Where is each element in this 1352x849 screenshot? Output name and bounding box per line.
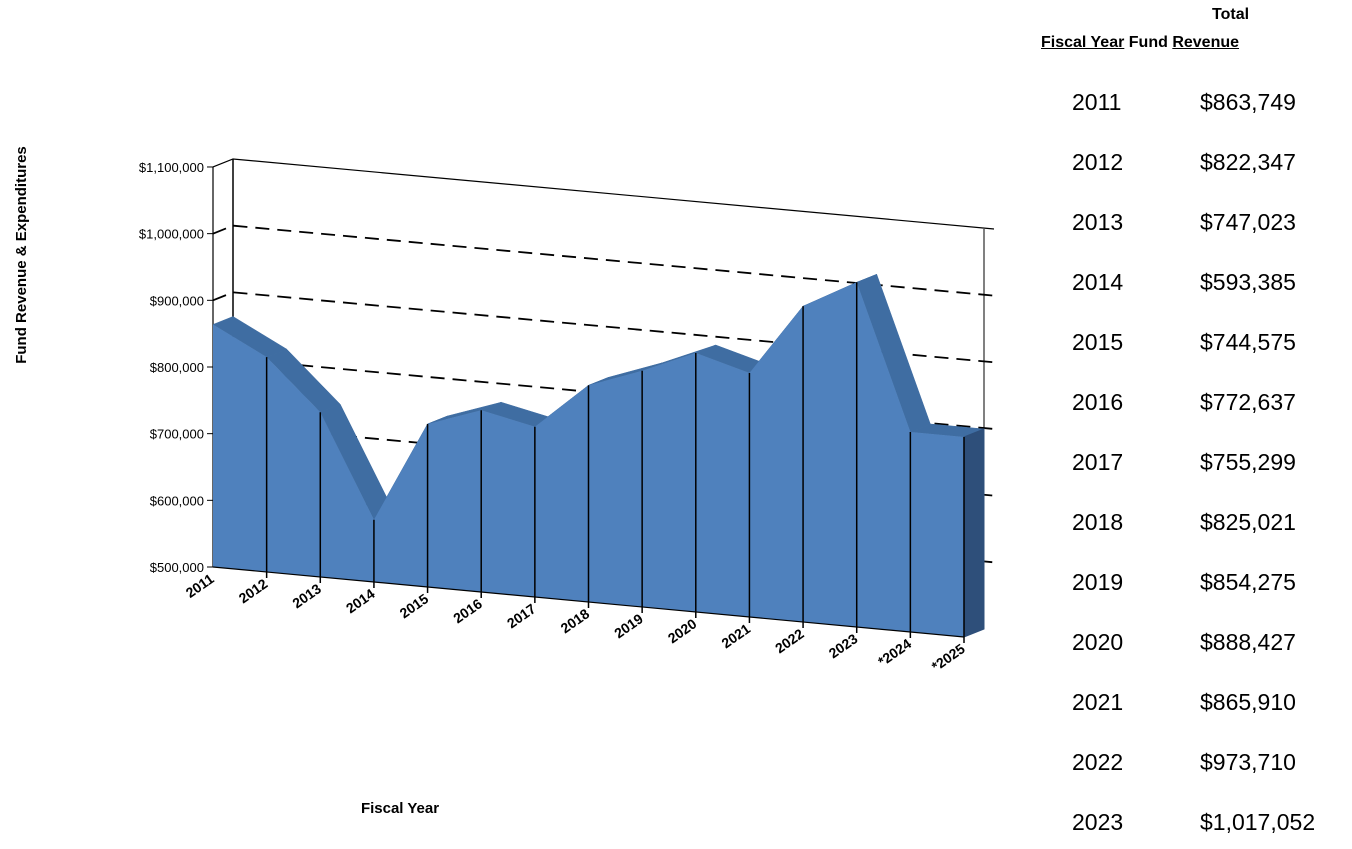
x-tick-label: 2020 bbox=[665, 615, 700, 646]
table-header-row: Fiscal Year Fund Revenue bbox=[1041, 34, 1239, 52]
table-cell-year: 2016 bbox=[1072, 389, 1124, 415]
x-tick-label: 2015 bbox=[397, 590, 432, 621]
x-tick-label: 2021 bbox=[718, 620, 753, 651]
table-header-fund: Fund bbox=[1128, 34, 1168, 51]
area-side-face bbox=[963, 428, 985, 638]
table-cell-revenue: $825,021 bbox=[1200, 509, 1296, 535]
table-cell-revenue: $772,637 bbox=[1200, 389, 1296, 415]
y-tick-label: $900,000 bbox=[150, 293, 204, 308]
table-cell-year: 2017 bbox=[1072, 449, 1124, 475]
y-tick-label: $800,000 bbox=[150, 360, 204, 375]
gridline bbox=[212, 224, 995, 297]
table-row: 2017 $755,299 bbox=[1000, 449, 1352, 489]
table-cell-revenue: $973,710 bbox=[1200, 749, 1296, 775]
table-row: 2023 $1,017,052 bbox=[1000, 809, 1352, 849]
table-cell-year: 2018 bbox=[1072, 509, 1124, 535]
x-tick-label: 2016 bbox=[450, 595, 485, 626]
table-row: 2013 $747,023 bbox=[1000, 209, 1352, 249]
y-tick-label: $1,000,000 bbox=[139, 227, 204, 242]
table-cell-revenue: $822,347 bbox=[1200, 149, 1296, 175]
table-row: 2021 $865,910 bbox=[1000, 689, 1352, 729]
area-series bbox=[212, 273, 985, 643]
table-header-total: Total bbox=[1212, 6, 1250, 23]
y-tick-label: $700,000 bbox=[150, 427, 204, 442]
x-tick-label: *2025 bbox=[929, 640, 968, 674]
y-tick-label: $1,100,000 bbox=[139, 160, 204, 175]
table-cell-revenue: $1,017,052 bbox=[1200, 809, 1316, 835]
gridline bbox=[212, 291, 995, 364]
y-tick-label: $600,000 bbox=[150, 493, 204, 508]
table-cell-revenue: $865,910 bbox=[1200, 689, 1296, 715]
table-cell-year: 2022 bbox=[1072, 749, 1124, 775]
y-axis-label: Fund Revenue & Expenditures bbox=[13, 146, 30, 364]
table-row: 2019 $854,275 bbox=[1000, 569, 1352, 609]
x-tick-label: *2024 bbox=[875, 635, 914, 669]
y-tick-label: $500,000 bbox=[150, 560, 204, 575]
x-tick-label: 2012 bbox=[236, 575, 271, 606]
table-cell-revenue: $755,299 bbox=[1200, 449, 1296, 475]
table-cell-year: 2012 bbox=[1072, 149, 1124, 175]
x-tick-label: 2023 bbox=[826, 630, 861, 661]
table-cell-revenue: $747,023 bbox=[1200, 209, 1296, 235]
table-row: 2012 $822,347 bbox=[1000, 149, 1352, 189]
table-cell-revenue: $593,385 bbox=[1200, 269, 1296, 295]
table-cell-year: 2011 bbox=[1072, 89, 1122, 115]
x-tick-label: 2022 bbox=[772, 625, 807, 656]
x-tick-label: 2014 bbox=[343, 585, 378, 616]
table-row: 2022 $973,710 bbox=[1000, 749, 1352, 789]
table-row: 2018 $825,021 bbox=[1000, 509, 1352, 549]
table-row: 2011 $863,749 bbox=[1000, 89, 1352, 129]
table-cell-revenue: $854,275 bbox=[1200, 569, 1296, 595]
table-cell-year: 2021 bbox=[1072, 689, 1124, 715]
x-tick-label: 2018 bbox=[558, 605, 593, 636]
table-row: 2015 $744,575 bbox=[1000, 329, 1352, 369]
table-cell-year: 2023 bbox=[1072, 809, 1124, 835]
table-cell-year: 2019 bbox=[1072, 569, 1124, 595]
table-cell-revenue: $863,749 bbox=[1200, 89, 1296, 115]
table-row: 2014 $593,385 bbox=[1000, 269, 1352, 309]
table-cell-year: 2020 bbox=[1072, 629, 1124, 655]
table-row: 2020 $888,427 bbox=[1000, 629, 1352, 669]
table-header-revenue: Revenue bbox=[1172, 34, 1240, 51]
table-cell-year: 2015 bbox=[1072, 329, 1124, 355]
gridline bbox=[212, 158, 995, 230]
y-tick-labels: $500,000 $600,000 $700,000 $800,000 $900,000… bbox=[139, 160, 204, 575]
table-cell-revenue: $744,575 bbox=[1200, 329, 1296, 355]
table-header-fiscal-year: Fiscal Year bbox=[1041, 34, 1125, 51]
area-chart: Fund Revenue & Expenditures $500,000 $600… bbox=[13, 146, 995, 674]
table-cell-revenue: $888,427 bbox=[1200, 629, 1296, 655]
x-tick-label: 2017 bbox=[504, 600, 539, 631]
table-cell-year: 2014 bbox=[1072, 269, 1124, 295]
x-tick-label: 2013 bbox=[289, 580, 324, 611]
table-cell-year: 2013 bbox=[1072, 209, 1124, 235]
x-tick-label: 2019 bbox=[611, 610, 646, 641]
x-axis-label: Fiscal Year bbox=[360, 800, 440, 817]
table-row: 2016 $772,637 bbox=[1000, 389, 1352, 429]
